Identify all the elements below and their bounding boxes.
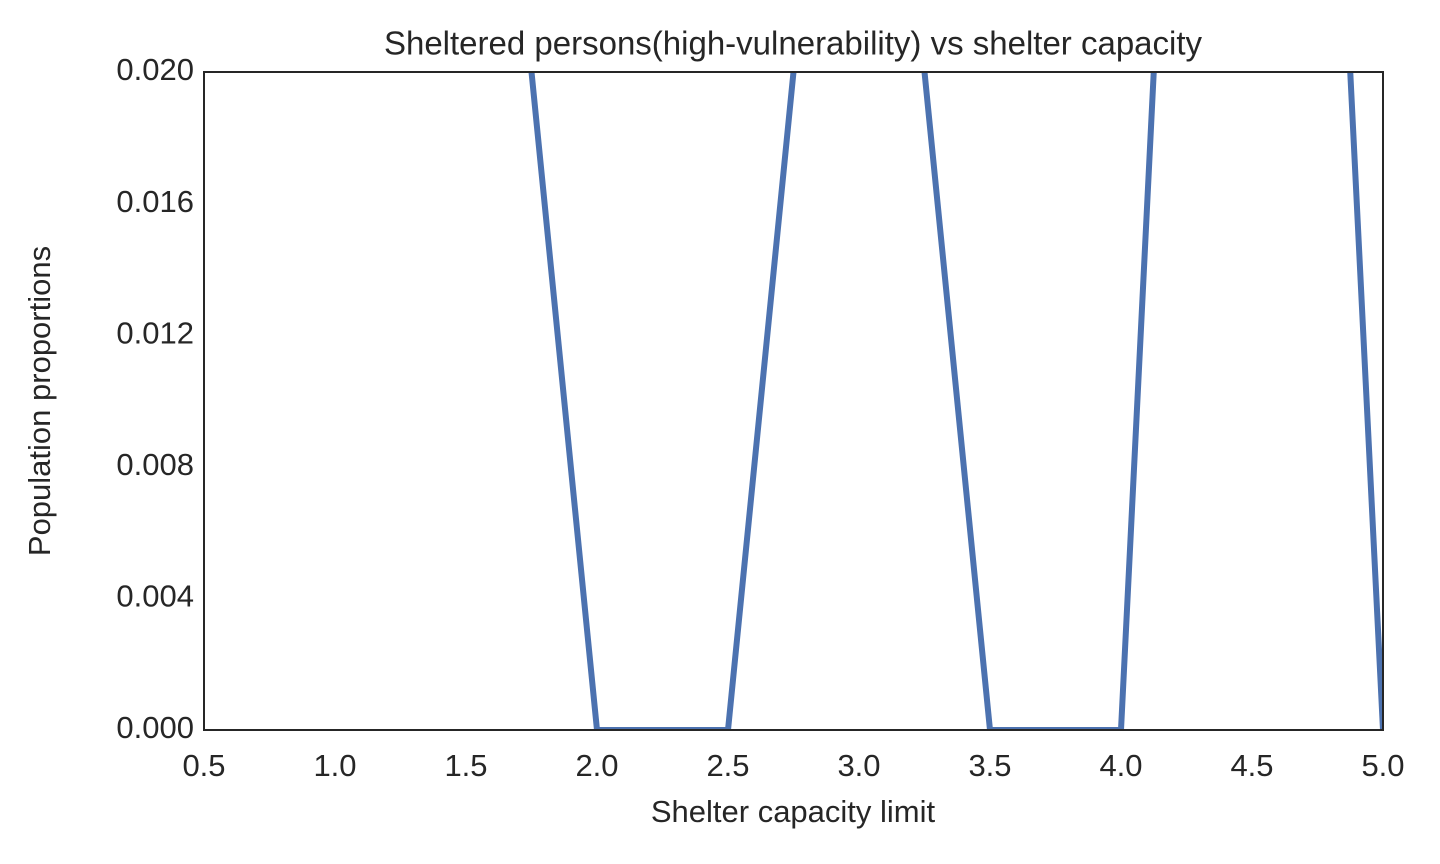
y-tick-label: 0.004 <box>116 579 194 614</box>
x-tick-label: 0.5 <box>182 748 225 783</box>
data-line <box>528 72 1383 730</box>
x-tick-label: 2.5 <box>706 748 749 783</box>
y-tick-label: 0.000 <box>116 710 194 745</box>
y-tick-label: 0.008 <box>116 447 194 482</box>
chart-title: Sheltered persons(high-vulnerability) vs… <box>384 25 1203 62</box>
y-tick-label: 0.012 <box>116 315 194 350</box>
x-tick-label: 3.5 <box>968 748 1011 783</box>
x-tick-label: 2.0 <box>575 748 618 783</box>
x-axis-label: Shelter capacity limit <box>651 794 936 829</box>
x-tick-label: 3.0 <box>837 748 880 783</box>
plot-frame <box>203 71 1384 731</box>
x-tick-label: 4.0 <box>1099 748 1142 783</box>
y-axis-label: Population proportions <box>22 246 57 556</box>
y-tick-label: 0.016 <box>116 184 194 219</box>
x-tick-label: 1.5 <box>444 748 487 783</box>
x-tick-label: 5.0 <box>1361 748 1404 783</box>
x-tick-label: 4.5 <box>1230 748 1273 783</box>
y-tick-label: 0.020 <box>116 52 194 87</box>
x-tick-label: 1.0 <box>313 748 356 783</box>
